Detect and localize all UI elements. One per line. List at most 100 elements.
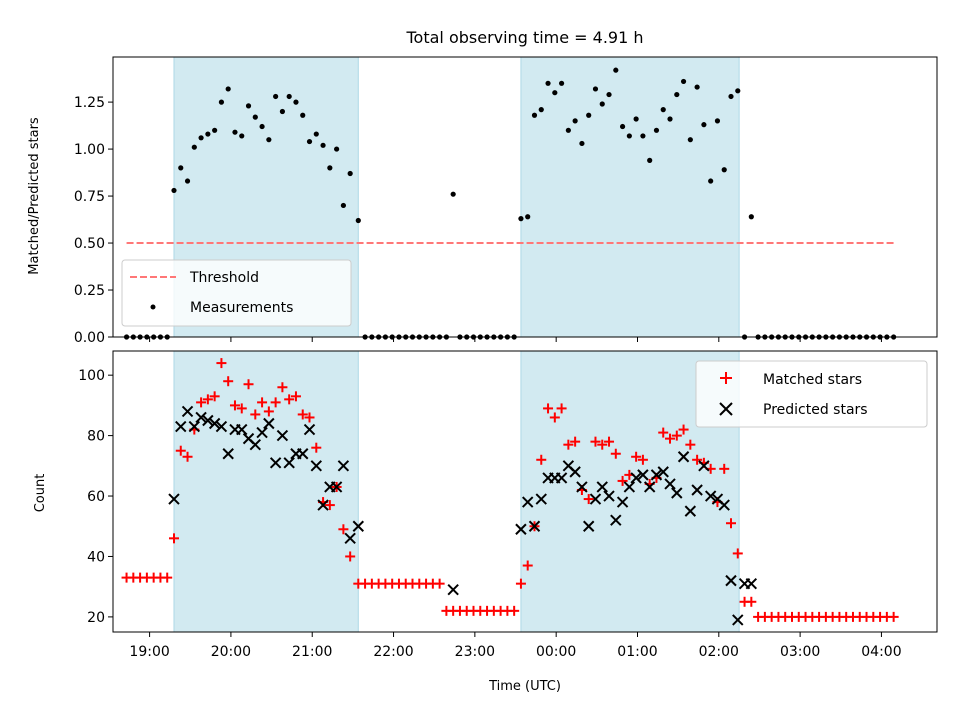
predicted-star-point <box>657 466 669 478</box>
measurement-point <box>647 157 653 163</box>
bottom-y-tick-label-1: 40 <box>87 549 105 565</box>
predicted-star-point <box>650 469 663 481</box>
matched-star-point <box>209 391 220 402</box>
measurement-point <box>450 191 456 197</box>
matched-star-point <box>726 518 736 529</box>
predicted-star-point <box>310 460 322 472</box>
measurement-point <box>565 127 571 133</box>
measurement-point <box>599 101 605 107</box>
predicted-star-point <box>555 472 568 484</box>
top-legend: Threshold Measurements <box>121 259 352 327</box>
measurement-point <box>613 67 619 73</box>
bottom-y-tick-label-0: 20 <box>87 610 105 626</box>
legend-measurements-label: Measurements <box>190 300 293 316</box>
predicted-star-point <box>684 505 697 517</box>
bottom-x-tick-label-6: 01:00 <box>617 644 657 660</box>
legend-predicted-label: Predicted stars <box>763 402 868 418</box>
bottom-star-points <box>121 358 899 626</box>
measurement-point <box>518 216 524 222</box>
measurement-point <box>552 90 558 96</box>
matched-star-point <box>692 454 703 465</box>
bottom-panel: Count Time (UTC) 19:00 20:00 21:00 22:00 23:… <box>33 350 938 694</box>
predicted-star-point <box>522 496 534 508</box>
matched-star-point <box>270 397 281 408</box>
matched-star-point <box>229 400 240 411</box>
top-y-tick-label-4: 1.00 <box>74 142 105 158</box>
measurement-point <box>572 118 578 124</box>
measurement-point <box>273 93 279 100</box>
matched-star-point <box>522 560 533 571</box>
matched-star-point <box>543 403 554 414</box>
predicted-star-point <box>637 469 649 481</box>
measurement-point <box>279 108 286 115</box>
predicted-star-point <box>344 532 356 545</box>
matched-star-point <box>263 406 274 417</box>
bottom-x-tick-label-9: 04:00 <box>861 644 901 660</box>
measurement-point <box>198 135 204 141</box>
measurement-point <box>592 86 599 92</box>
matched-star-point <box>297 409 308 420</box>
predicted-star-point <box>249 438 262 451</box>
predicted-star-point <box>698 460 710 472</box>
measurement-point <box>735 88 741 94</box>
matched-star-point <box>250 409 261 420</box>
bottom-y-tick-label-3: 80 <box>87 429 105 445</box>
predicted-star-point <box>236 423 248 436</box>
matched-star-point <box>617 475 628 486</box>
predicted-star-point <box>283 457 295 469</box>
matched-star-point <box>604 436 615 447</box>
predicted-star-point <box>677 451 690 463</box>
top-y-tick-label-0: 0.00 <box>74 330 105 346</box>
matched-star-point <box>162 572 173 583</box>
predicted-star-point <box>630 472 642 484</box>
measurement-point <box>178 165 184 171</box>
predicted-star-point <box>589 493 602 505</box>
bottom-x-tick-label-0: 19:00 <box>129 644 169 660</box>
matched-star-point <box>888 611 899 622</box>
legend-threshold-label: Threshold <box>189 270 259 286</box>
top-axis-ticks: 0.00 0.25 0.50 0.75 1.00 1.25 <box>74 95 882 346</box>
matched-star-point <box>678 424 689 435</box>
bottom-x-tick-label-8: 03:00 <box>780 644 820 660</box>
top-axes-frame <box>112 56 938 338</box>
predicted-star-point <box>725 574 737 587</box>
predicted-star-point <box>671 487 683 499</box>
predicted-star-point <box>188 420 201 433</box>
measurement-point <box>708 178 714 184</box>
measurement-point <box>660 107 666 113</box>
measurement-point <box>212 127 218 133</box>
measurement-point <box>327 165 333 171</box>
matched-star-point <box>665 433 676 444</box>
predicted-star-point <box>263 417 275 430</box>
bottom-ylabel: Count <box>33 474 48 513</box>
top-shaded-regions <box>173 56 740 338</box>
predicted-star-point <box>337 460 350 472</box>
bottom-x-tick-label-1: 20:00 <box>211 644 251 660</box>
top-title: Total observing time = 4.91 h <box>405 28 643 47</box>
bottom-x-tick-label-4: 23:00 <box>455 644 495 660</box>
matched-star-point <box>434 578 445 589</box>
measurement-point <box>721 167 727 173</box>
predicted-star-point <box>643 481 656 493</box>
bottom-axis-ticks: 19:00 20:00 21:00 22:00 23:00 00:00 01:00 02:00… <box>78 368 901 660</box>
predicted-star-point <box>352 520 365 532</box>
matched-star-point <box>257 397 268 408</box>
predicted-star-point <box>276 429 289 442</box>
predicted-star-point <box>691 484 703 496</box>
predicted-star-point <box>515 523 527 535</box>
matched-star-point <box>243 379 254 390</box>
measurement-point <box>191 144 197 150</box>
measurement-point <box>232 129 238 135</box>
measurement-point <box>728 93 734 100</box>
measurement-point <box>687 137 693 143</box>
predicted-star-point <box>222 448 234 460</box>
matched-star-point <box>196 397 207 408</box>
measurement-point <box>334 146 340 152</box>
measurement-point <box>286 93 292 100</box>
predicted-star-point <box>330 481 343 493</box>
measurement-point <box>225 86 231 92</box>
measurement-point <box>586 112 592 118</box>
matched-star-point <box>719 463 730 474</box>
shaded-interval-1 <box>173 350 359 633</box>
predicted-star-point <box>303 423 316 436</box>
